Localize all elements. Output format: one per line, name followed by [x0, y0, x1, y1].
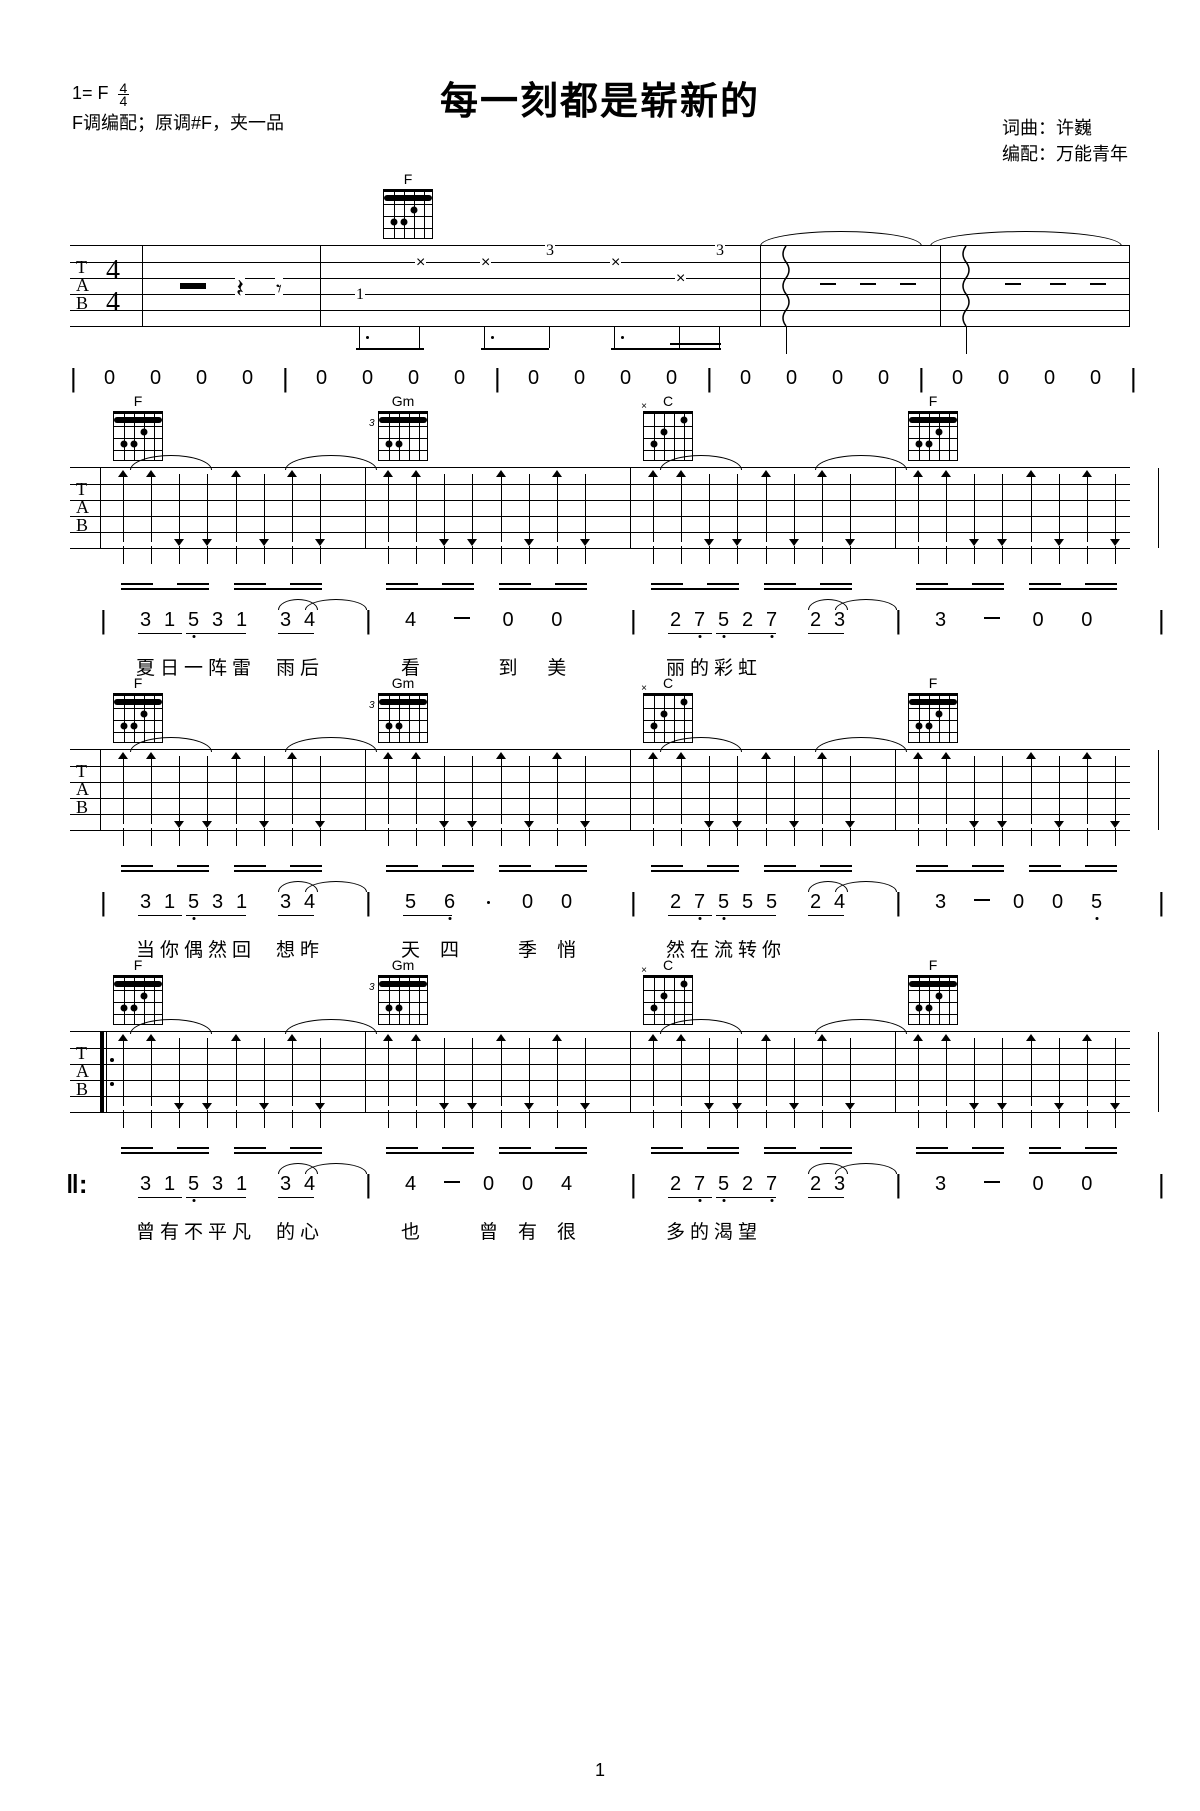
credit-lyrics: 词曲：许巍 [1002, 115, 1128, 141]
chord-diagram-f: F [905, 675, 961, 743]
lyric-row-1: 夏日一阵雷雨后看到美丽的彩虹 [70, 653, 1130, 679]
chord-diagram-f: F [380, 171, 436, 239]
jianpu-zero-row: ||||||00000000000000000000 [70, 367, 1130, 397]
page-number: 1 [0, 1760, 1200, 1781]
strum-pattern [913, 750, 1138, 854]
strum-pattern [383, 468, 608, 572]
chord-diagram-gm: Gm 3 [375, 393, 431, 461]
strum-pattern [648, 468, 873, 572]
tab-system-1: F Gm 3 C × F TAB [70, 467, 1130, 679]
key: 1= F [72, 83, 109, 103]
strum-pattern [913, 468, 1138, 572]
lyric-row-2: 当你偶然回想昨天四季悄然在流转你 [70, 935, 1130, 961]
jianpu-row-3: ‖:3153134|4004|2752723|300| [70, 1173, 1130, 1213]
chord-diagram-f: F [905, 957, 961, 1025]
chord-diagram-c: C × [640, 957, 696, 1025]
time-signature: 4 4 [118, 82, 130, 107]
chord-diagram-f: F [110, 393, 166, 461]
strum-pattern [118, 1032, 343, 1136]
chord-diagram-gm: Gm 3 [375, 957, 431, 1025]
strum-pattern [118, 468, 343, 572]
jianpu-row-1: |3153134|400|2752723|300| [70, 609, 1130, 649]
strum-pattern [648, 1032, 873, 1136]
chord-diagram-f: F [110, 675, 166, 743]
strum-pattern [118, 750, 343, 854]
strum-pattern [383, 1032, 608, 1136]
chord-diagram-gm: Gm 3 [375, 675, 431, 743]
chord-diagram-f: F [110, 957, 166, 1025]
jianpu-row-2: |3153134|5600|2755524|3005| [70, 891, 1130, 931]
strum-pattern [383, 750, 608, 854]
chord-diagram-f: F [905, 393, 961, 461]
lyric-row-3: 曾有不平凡的心也曾有很多的渴望 [70, 1217, 1130, 1243]
tab-system-3: F Gm 3 C × F TAB [70, 1031, 1130, 1243]
chord-diagram-c: C × [640, 393, 696, 461]
credit-arrangement: 编配：万能青年 [1002, 141, 1128, 167]
tab-system-2: F Gm 3 C × F TAB [70, 749, 1130, 961]
tab-time-sig: 4 4 [106, 256, 120, 318]
strum-pattern [913, 1032, 1138, 1136]
tab-system-intro: F TAB 4 4 [70, 245, 1130, 327]
strum-pattern [648, 750, 873, 854]
arrangement-note: F调编配；原调#F，夹一品 [72, 108, 284, 138]
chord-diagram-c: C × [640, 675, 696, 743]
tab-clef: TAB [76, 258, 89, 312]
